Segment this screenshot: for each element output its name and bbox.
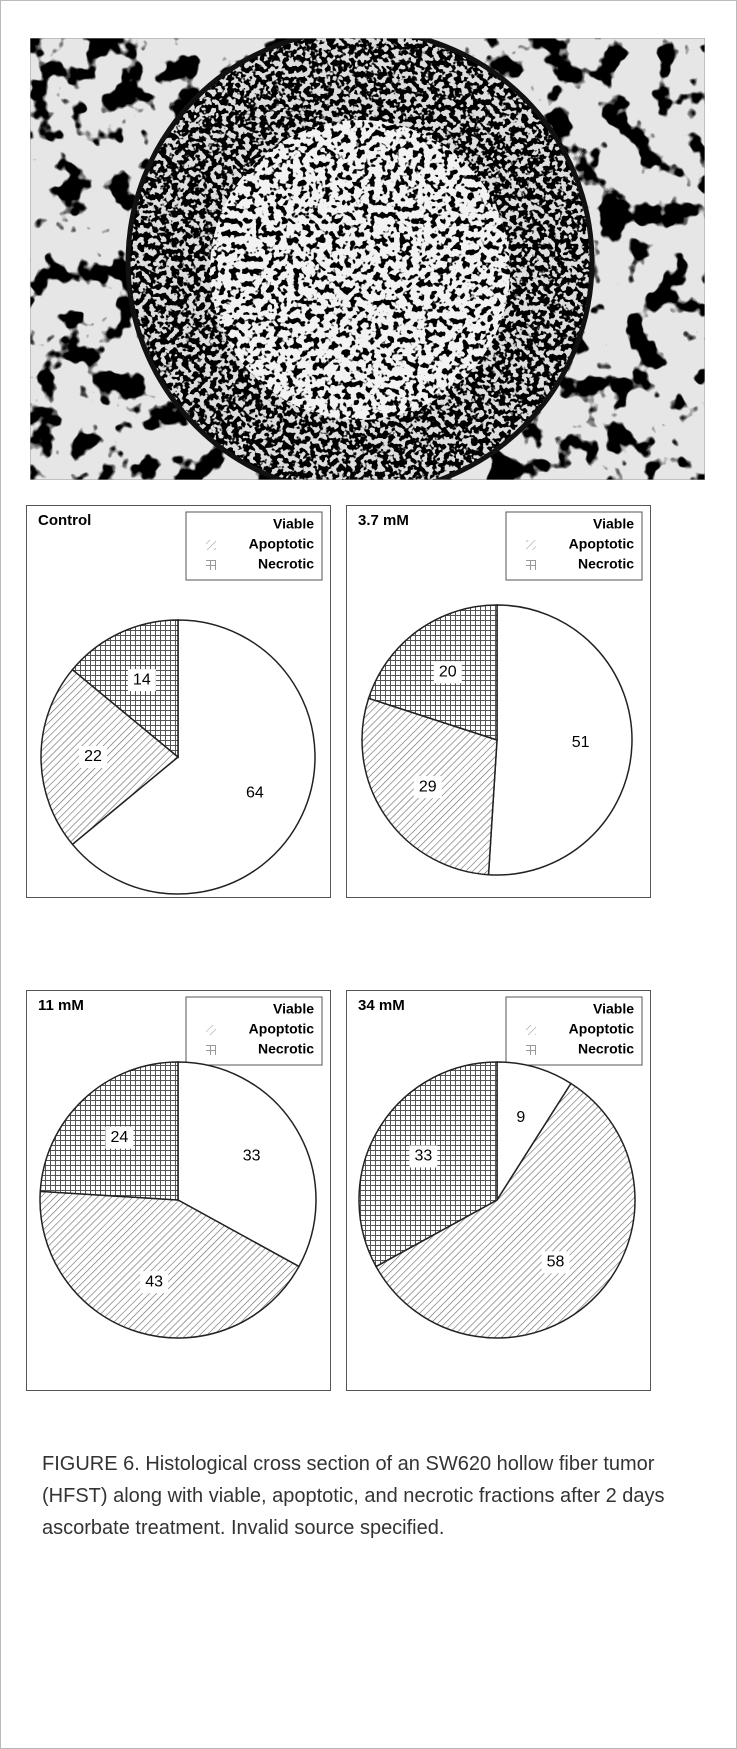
- pie-chart: Control Viable Apoptotic Necrotic 64 22 14: [26, 505, 331, 898]
- legend-swatch: [526, 560, 536, 570]
- label-bg: [79, 746, 108, 768]
- legend-label: Apoptotic: [569, 536, 635, 552]
- data-label: 33: [414, 1148, 432, 1165]
- pie-slice: [40, 668, 180, 846]
- label-bg: [127, 669, 156, 692]
- legend-swatch: [206, 560, 216, 570]
- legend-label: Viable: [273, 516, 314, 532]
- legend-swatch: [526, 1045, 536, 1055]
- label-bg: [433, 661, 462, 684]
- legend-swatch: [526, 540, 536, 550]
- legend-label: Viable: [593, 1001, 634, 1017]
- legend-label: Necrotic: [578, 556, 634, 572]
- legend-label: Apoptotic: [249, 536, 315, 552]
- legend-label: Necrotic: [258, 556, 314, 572]
- caption: FIGURE 6. Histological cross section of …: [42, 1453, 665, 1539]
- data-label: 29: [419, 778, 437, 795]
- pie-slice: [487, 604, 633, 876]
- histology-photo: [30, 38, 705, 480]
- pie-chart: 3.7 mM Viable Apoptotic Necrotic 51 29 20: [346, 505, 651, 898]
- legend-swatch: [206, 1045, 216, 1055]
- legend-label: Apoptotic: [249, 1021, 315, 1037]
- data-label: 14: [133, 671, 151, 688]
- chart-title: Control: [38, 512, 91, 529]
- pie-chart: 34 mM Viable Apoptotic Necrotic 9 58 33: [346, 990, 651, 1391]
- data-label: 58: [547, 1254, 565, 1271]
- pie-slice: [39, 1190, 300, 1339]
- pie-slice: [177, 1061, 317, 1268]
- label-bg: [140, 1271, 169, 1294]
- pie-chart: 11 mM Viable Apoptotic Necrotic 33 43 24: [26, 990, 331, 1391]
- data-label: 43: [145, 1273, 163, 1290]
- label-bg: [541, 1251, 570, 1274]
- legend-swatch: [206, 1025, 216, 1035]
- pie-slice: [71, 619, 316, 895]
- legend-label: Viable: [273, 1001, 314, 1017]
- chart-title: 34 mM: [358, 997, 405, 1014]
- chart-title: 3.7 mM: [358, 512, 409, 529]
- legend-swatch: [206, 540, 216, 550]
- data-label: 51: [572, 734, 590, 751]
- label-bg: [413, 776, 442, 799]
- data-label: 24: [111, 1129, 129, 1146]
- data-label: 9: [516, 1109, 525, 1126]
- label-bg: [105, 1126, 134, 1149]
- legend-label: Viable: [593, 516, 634, 532]
- data-label: 33: [243, 1148, 261, 1165]
- data-label: 22: [84, 748, 102, 765]
- pie-slice: [375, 1082, 636, 1339]
- legend-swatch: [526, 1025, 536, 1035]
- label-bg: [409, 1145, 438, 1168]
- chart-title: 11 mM: [38, 997, 84, 1014]
- pie-slice: [71, 619, 179, 759]
- pie-slice: [367, 604, 498, 742]
- legend-label: Necrotic: [578, 1041, 634, 1057]
- data-label: 20: [439, 664, 457, 681]
- legend-label: Necrotic: [258, 1041, 314, 1057]
- legend-label: Apoptotic: [569, 1021, 635, 1037]
- data-label: 64: [246, 784, 264, 801]
